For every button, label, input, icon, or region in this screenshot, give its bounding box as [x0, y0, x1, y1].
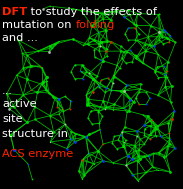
Text: active: active [2, 99, 37, 109]
Text: to study the effects of: to study the effects of [27, 7, 157, 17]
Text: ACS enzyme: ACS enzyme [2, 149, 73, 159]
Text: folding: folding [75, 20, 115, 30]
Text: structure in: structure in [2, 129, 68, 139]
Text: site: site [2, 114, 23, 124]
Text: ...: ... [2, 86, 13, 96]
Text: DFT: DFT [2, 7, 27, 17]
Text: and ...: and ... [2, 33, 38, 43]
Text: mutation on: mutation on [2, 20, 75, 30]
